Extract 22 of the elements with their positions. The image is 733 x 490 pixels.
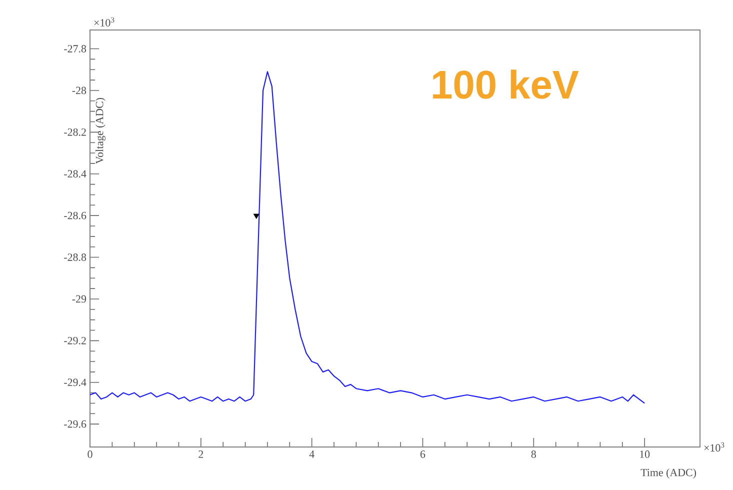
y-tick-label: -28.2 bbox=[64, 128, 86, 136]
text: ×10$^{3}$ bbox=[704, 442, 724, 452]
x-tick-label: 10 bbox=[640, 450, 650, 458]
y-tick-label: -27.8 bbox=[64, 45, 86, 52]
y-axis-title: Voltage (ADC) bbox=[96, 98, 106, 164]
y-tick-label: -28.8 bbox=[64, 254, 86, 261]
y-tick-label: -29.4 bbox=[64, 378, 86, 386]
text: ×10$^{3}$ bbox=[94, 17, 114, 26]
annotation: 100 keV bbox=[433, 70, 579, 99]
y-tick-label: -29 bbox=[72, 295, 86, 303]
x-axis-title: Time (ADC) bbox=[640, 468, 696, 478]
x-tick-label: 6 bbox=[420, 450, 426, 458]
line-series bbox=[89, 71, 646, 404]
x-tick-label: 8 bbox=[531, 450, 536, 458]
x-tick-label: 0 bbox=[88, 450, 92, 458]
x-tick-label: 2 bbox=[198, 450, 204, 458]
x-tick-label: 4 bbox=[309, 450, 314, 458]
y-tick-label: -29.6 bbox=[64, 420, 86, 428]
y-tick-label: -29.2 bbox=[64, 336, 86, 344]
y-tick-label: -28 bbox=[72, 86, 86, 94]
y-tick-label: -28.4 bbox=[64, 170, 86, 178]
y-tick-label: -28.6 bbox=[64, 212, 86, 220]
